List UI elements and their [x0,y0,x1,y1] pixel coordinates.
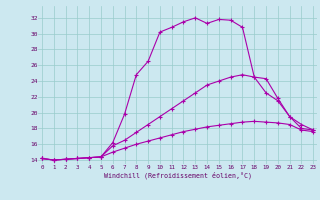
X-axis label: Windchill (Refroidissement éolien,°C): Windchill (Refroidissement éolien,°C) [104,171,252,179]
